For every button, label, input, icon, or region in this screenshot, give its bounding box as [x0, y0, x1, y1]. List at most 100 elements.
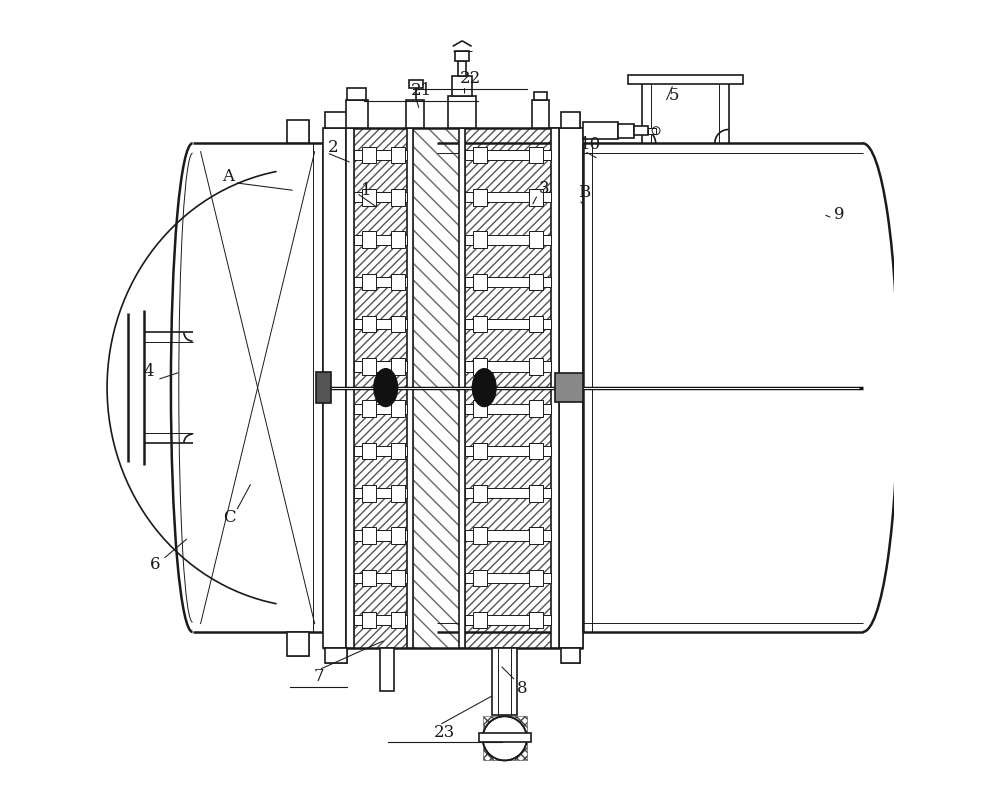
Bar [354, 234, 407, 244]
Bar [465, 234, 551, 244]
Bar [406, 100, 424, 127]
Polygon shape [561, 648, 580, 664]
Bar [529, 274, 543, 290]
Bar [362, 485, 376, 501]
Bar [409, 80, 423, 88]
Bar [529, 485, 543, 501]
Bar [465, 277, 551, 287]
Bar [354, 403, 407, 414]
Bar [362, 612, 376, 628]
Bar [561, 112, 580, 127]
Bar [473, 570, 487, 586]
Ellipse shape [472, 369, 496, 407]
Bar [465, 573, 551, 583]
Bar [391, 485, 405, 501]
Bar [362, 189, 376, 206]
Bar [407, 127, 413, 648]
Text: 23: 23 [434, 724, 455, 740]
Bar [287, 632, 309, 656]
Bar [354, 615, 407, 625]
Text: 7: 7 [313, 668, 324, 685]
Bar [465, 403, 551, 414]
Bar [618, 123, 634, 138]
Bar [354, 361, 407, 372]
Bar [559, 127, 583, 648]
Bar [473, 485, 487, 501]
Bar [391, 612, 405, 628]
Bar [362, 570, 376, 586]
Text: 5: 5 [668, 88, 679, 104]
Bar [354, 573, 407, 583]
Bar [354, 150, 407, 161]
Bar [448, 96, 476, 127]
Text: 1: 1 [361, 182, 371, 199]
Bar [287, 119, 309, 143]
Bar [529, 528, 543, 544]
Bar [529, 612, 543, 628]
Bar [316, 372, 331, 403]
Bar [459, 127, 465, 648]
Bar [473, 232, 487, 248]
Bar [628, 74, 743, 84]
Bar [391, 232, 405, 248]
Bar [362, 443, 376, 460]
Bar [323, 127, 346, 648]
Bar [492, 648, 517, 715]
Bar [354, 488, 407, 498]
Bar [529, 358, 543, 375]
Bar [458, 60, 466, 76]
Bar [465, 446, 551, 456]
Bar [532, 100, 549, 127]
Text: A: A [222, 168, 234, 185]
Bar [529, 443, 543, 460]
Bar [391, 400, 405, 417]
Bar [452, 76, 472, 96]
Bar [362, 358, 376, 375]
Ellipse shape [374, 369, 398, 407]
Bar [455, 51, 469, 60]
Polygon shape [287, 119, 309, 143]
Bar [529, 316, 543, 332]
Bar [391, 528, 405, 544]
Bar [473, 528, 487, 544]
Bar [634, 126, 648, 135]
Bar [473, 189, 487, 206]
Bar [346, 127, 354, 648]
Bar [465, 361, 551, 372]
Bar [391, 147, 405, 164]
Bar [391, 274, 405, 290]
Bar [473, 612, 487, 628]
Bar [354, 531, 407, 541]
Text: 6: 6 [150, 556, 160, 573]
Bar [648, 127, 656, 134]
Polygon shape [287, 632, 309, 656]
Bar [473, 358, 487, 375]
Bar [529, 189, 543, 206]
Text: 9: 9 [834, 206, 844, 223]
Text: 22: 22 [459, 70, 481, 87]
Bar [473, 443, 487, 460]
Polygon shape [561, 112, 580, 127]
Text: C: C [223, 509, 236, 526]
Polygon shape [413, 127, 459, 648]
Bar [362, 400, 376, 417]
Polygon shape [323, 127, 346, 648]
Bar [391, 358, 405, 375]
Polygon shape [354, 127, 407, 648]
Bar [391, 189, 405, 206]
Bar [362, 274, 376, 290]
Bar [529, 400, 543, 417]
Bar [583, 122, 618, 139]
Bar [473, 274, 487, 290]
Polygon shape [465, 127, 551, 648]
Text: 8: 8 [517, 680, 527, 697]
Bar [362, 528, 376, 544]
Polygon shape [483, 717, 527, 760]
Text: B: B [578, 184, 590, 202]
Polygon shape [559, 127, 583, 648]
Bar [465, 531, 551, 541]
Bar [551, 127, 559, 648]
Bar [325, 648, 347, 664]
Text: 2: 2 [328, 138, 338, 156]
Bar [354, 277, 407, 287]
